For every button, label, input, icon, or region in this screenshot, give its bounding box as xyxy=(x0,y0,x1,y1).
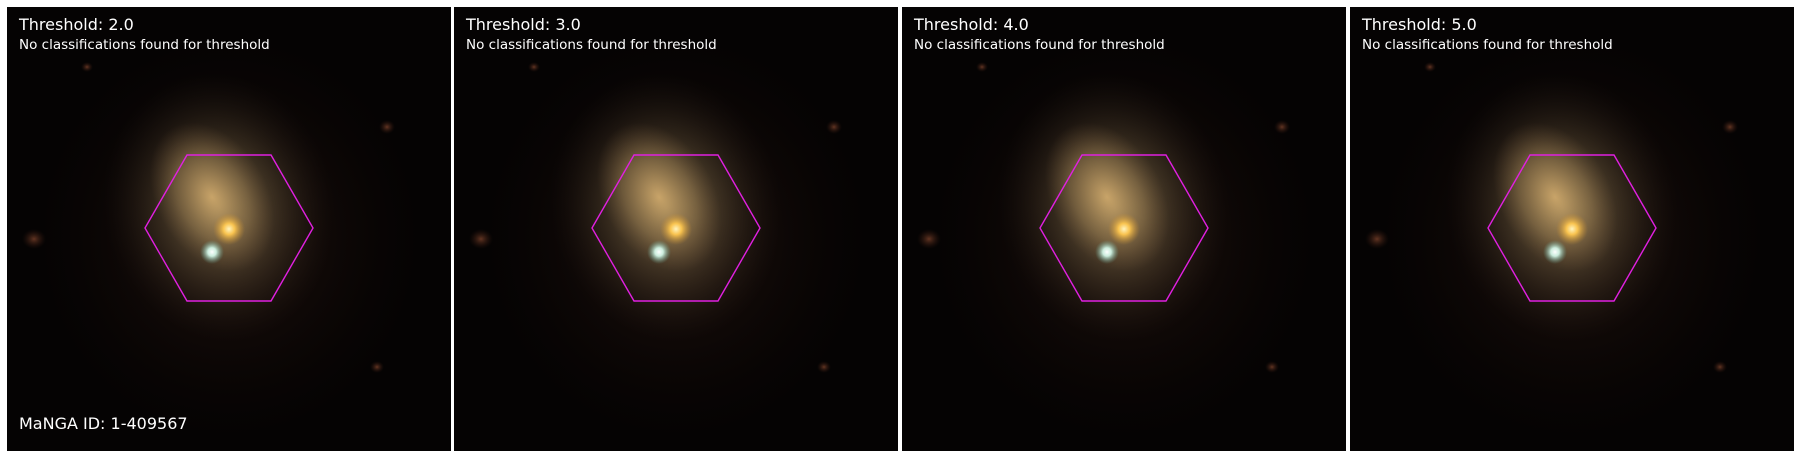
galaxy-image xyxy=(7,7,451,451)
panel-title: Threshold: 2.0 xyxy=(19,15,134,34)
panel-title: Threshold: 3.0 xyxy=(466,15,581,34)
galaxy-core xyxy=(1556,213,1588,245)
galaxy-image-panel-3: Threshold: 4.0 No classifications found … xyxy=(902,7,1346,451)
ifu-hexagon-footprint xyxy=(591,154,761,302)
companion-star xyxy=(200,240,224,264)
background-source xyxy=(1722,120,1738,134)
galaxy-core xyxy=(660,213,692,245)
galaxy-image-panel-4: Threshold: 5.0 No classifications found … xyxy=(1350,7,1794,451)
background-source xyxy=(469,229,493,249)
background-source xyxy=(22,229,46,249)
panel-message: No classifications found for threshold xyxy=(19,37,270,53)
background-source xyxy=(917,229,941,249)
background-source xyxy=(528,62,540,72)
galaxy-image xyxy=(454,7,898,451)
background-source xyxy=(379,120,395,134)
ifu-hexagon-footprint xyxy=(144,154,314,302)
background-source xyxy=(370,361,384,373)
background-source xyxy=(1274,120,1290,134)
manga-id-label: MaNGA ID: 1-409567 xyxy=(19,414,188,433)
companion-star xyxy=(1095,240,1119,264)
background-source xyxy=(817,361,831,373)
background-source xyxy=(826,120,842,134)
background-source xyxy=(81,62,93,72)
ifu-hexagon-footprint xyxy=(1487,154,1657,302)
background-source xyxy=(1365,229,1389,249)
panel-title: Threshold: 5.0 xyxy=(1362,15,1477,34)
galaxy-core xyxy=(1108,213,1140,245)
background-source xyxy=(1424,62,1436,72)
galaxy-image xyxy=(1350,7,1794,451)
galaxy-image xyxy=(902,7,1346,451)
companion-star xyxy=(1543,240,1567,264)
background-source xyxy=(976,62,988,72)
panel-message: No classifications found for threshold xyxy=(1362,37,1613,53)
galaxy-image-panel-2: Threshold: 3.0 No classifications found … xyxy=(454,7,898,451)
ifu-hexagon-footprint xyxy=(1039,154,1209,302)
panel-message: No classifications found for threshold xyxy=(914,37,1165,53)
background-source xyxy=(1713,361,1727,373)
panel-message: No classifications found for threshold xyxy=(466,37,717,53)
galaxy-core xyxy=(213,213,245,245)
galaxy-image-panel-1: Threshold: 2.0 No classifications found … xyxy=(7,7,451,451)
background-source xyxy=(1265,361,1279,373)
companion-star xyxy=(647,240,671,264)
panel-title: Threshold: 4.0 xyxy=(914,15,1029,34)
